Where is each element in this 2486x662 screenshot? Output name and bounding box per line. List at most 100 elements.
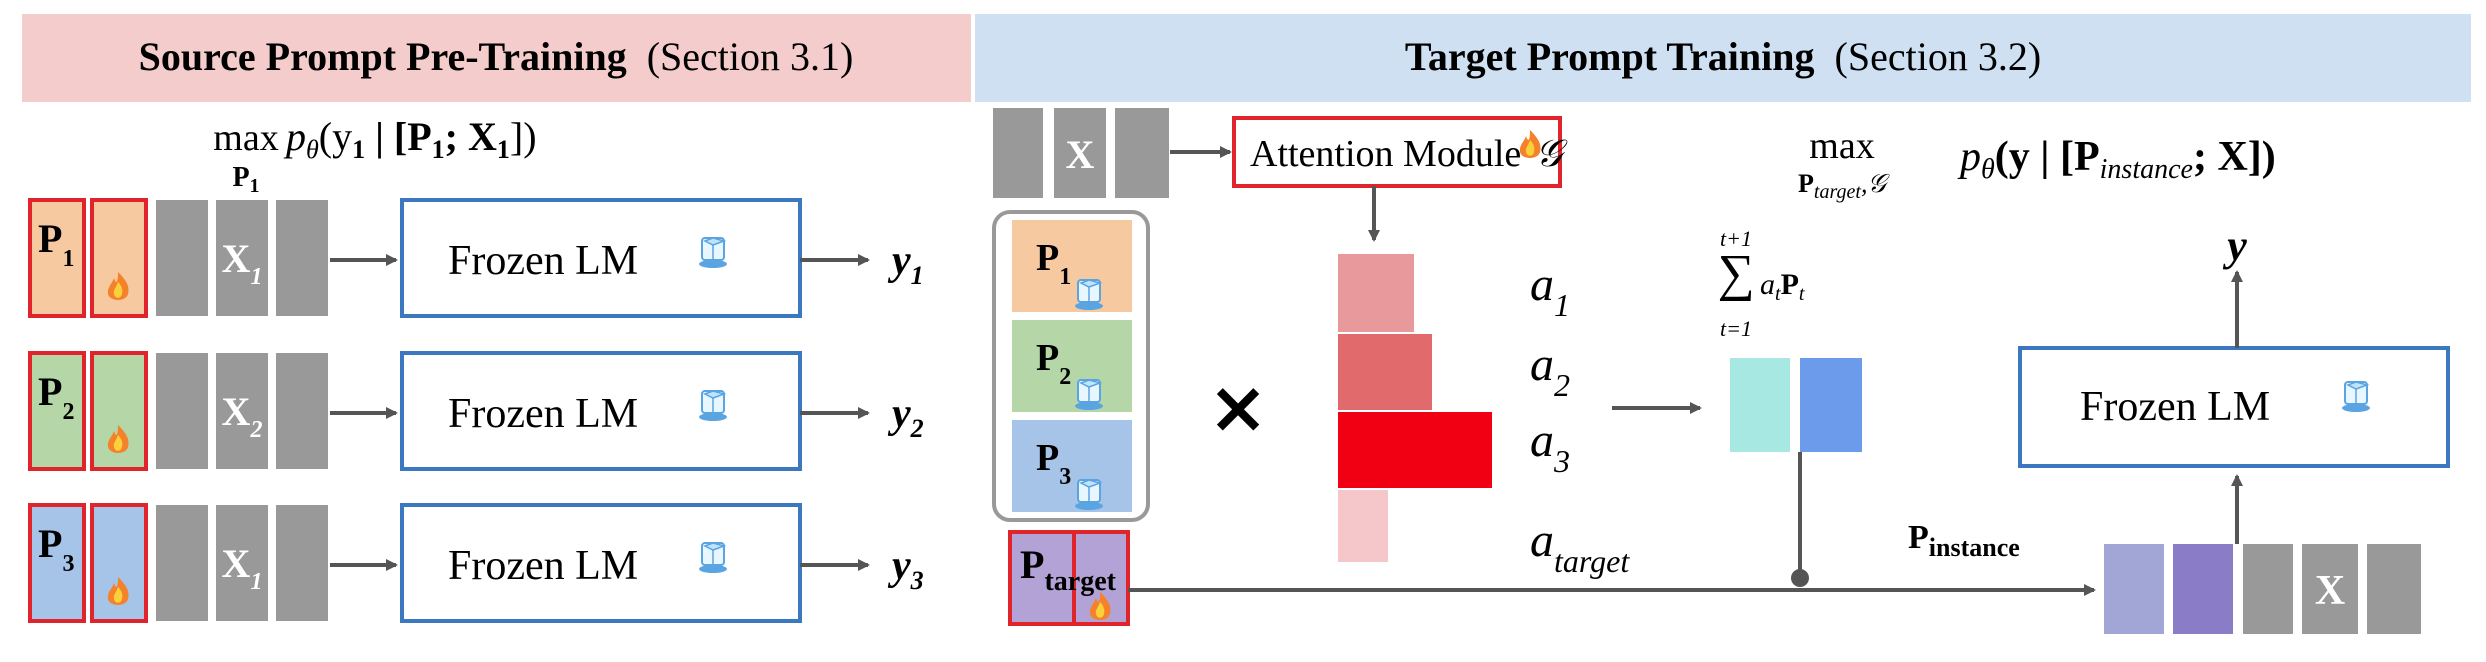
instance-prompt-block xyxy=(1730,358,1790,452)
ice-cube-icon xyxy=(1074,479,1104,511)
frozen-lm-box xyxy=(400,503,802,623)
input-token-block xyxy=(1054,108,1106,198)
stacked-prompt-block xyxy=(1012,420,1072,512)
input-token-block xyxy=(216,505,268,621)
stacked-prompt-label: P1 xyxy=(1036,237,1071,290)
left-header-bg xyxy=(22,14,971,102)
input-token-label: X1 xyxy=(222,236,263,290)
attention-weight-label: a2 xyxy=(1530,338,1570,403)
right-header-bg xyxy=(975,14,2471,102)
stacked-prompt-block xyxy=(1012,320,1072,412)
output-label: y2 xyxy=(887,391,924,443)
attention-weight-label: a3 xyxy=(1530,414,1570,479)
attention-weights: a1 a2 a3 atarget xyxy=(1530,258,1630,579)
sum-bottom: t=1 xyxy=(1720,316,1752,341)
frozen-lm-box xyxy=(400,351,802,471)
frozen-lm-label: Frozen LM xyxy=(448,238,638,284)
attention-bar xyxy=(1338,412,1492,488)
stacked-prompt: P1 xyxy=(1012,220,1132,312)
input-token-block xyxy=(216,353,268,469)
target-frozen-lm-box xyxy=(2018,346,2450,468)
input-token-block xyxy=(993,108,1043,198)
source-row: P2 X2 Frozen LM y2 xyxy=(28,351,924,471)
final-token-block xyxy=(2367,544,2421,634)
ice-cube-icon xyxy=(698,390,728,422)
multiply-sign: × xyxy=(1208,365,1268,449)
input-token-block xyxy=(156,505,208,621)
stacked-prompt: P3 xyxy=(1012,420,1132,512)
prompt-block xyxy=(28,503,86,623)
target-prompt-label: Ptarget xyxy=(1020,542,1117,597)
target-prompt: Ptarget xyxy=(1008,530,1130,626)
source-prompt-stack-items: P1 P2 P3 xyxy=(1012,220,1132,512)
left-header: Source Prompt Pre-Training (Section 3.1) xyxy=(139,34,854,79)
target-input-tokens: X xyxy=(993,108,1169,198)
prompt-label: P2 xyxy=(38,369,74,425)
attention-bar xyxy=(1338,334,1432,410)
attention-weight-label: a1 xyxy=(1530,258,1570,323)
stacked-prompt-block xyxy=(1012,220,1072,312)
stacked-prompt-label: P3 xyxy=(1036,437,1071,490)
final-token-block xyxy=(2104,544,2164,634)
input-token-block xyxy=(156,353,208,469)
output-label: y3 xyxy=(887,543,924,595)
left-objective: max P1 pθ(y1 | [P1; X1]) xyxy=(213,114,536,197)
right-header-section: (Section 3.2) xyxy=(1835,34,2042,79)
sum-expression: atPt xyxy=(1760,268,1805,305)
weighted-sum: t+1 ∑ t=1 atPt xyxy=(1717,226,1804,341)
instance-prompt-block xyxy=(1800,358,1862,452)
sum-top: t+1 xyxy=(1720,226,1752,251)
stacked-prompt-label: P2 xyxy=(1036,337,1071,390)
left-header-title: Source Prompt Pre-Training xyxy=(139,34,627,79)
junction-dot xyxy=(1791,569,1809,587)
prompt-label: P3 xyxy=(38,521,74,577)
prompt-block xyxy=(28,198,86,318)
ice-cube-icon xyxy=(2341,381,2371,413)
input-token-block xyxy=(1115,108,1169,198)
input-token-label: X xyxy=(1066,132,1095,177)
source-rows: P1 X1 Frozen LM y1 P2 X2 Frozen LM y2 P3 X1 Frozen… xyxy=(28,198,924,623)
left-header-section: (Section 3.1) xyxy=(647,34,854,79)
ice-cube-icon xyxy=(1074,279,1104,311)
input-token-block xyxy=(276,505,328,621)
target-objective-expr: pθ(y | [Pinstance; X]) xyxy=(1957,134,2276,185)
input-token-block xyxy=(216,200,268,316)
left-objective-sub: P1 xyxy=(232,162,259,197)
attention-bars xyxy=(1338,254,1492,562)
input-token-label: X2 xyxy=(222,389,263,443)
final-input-tokens: X xyxy=(2104,544,2421,634)
target-objective: max Ptarget,𝒢 pθ(y | [Pinstance; X]) xyxy=(1798,125,2276,203)
frozen-lm-label: Frozen LM xyxy=(448,391,638,437)
attention-bar xyxy=(1338,490,1388,562)
target-frozen-lm-label: Frozen LM xyxy=(2080,384,2270,430)
left-objective-expr: pθ(y1 | [P1; X1]) xyxy=(283,114,537,164)
target-prompt-block xyxy=(1008,530,1076,626)
ice-cube-icon xyxy=(698,542,728,574)
final-token-block xyxy=(2302,544,2358,634)
attention-module-box xyxy=(1232,116,1562,188)
attention-module-label: Attention Module 𝒢 xyxy=(1250,133,1568,175)
attention-bar xyxy=(1338,254,1414,332)
stacked-prompt: P2 xyxy=(1012,320,1132,412)
output-label: y1 xyxy=(887,238,924,290)
prompt-block xyxy=(28,351,86,471)
frozen-lm-label: Frozen LM xyxy=(448,543,638,589)
final-token-label: X xyxy=(2315,568,2345,614)
prompt-label: P1 xyxy=(38,216,74,272)
ice-cube-icon xyxy=(698,237,728,269)
instance-label: Pinstance xyxy=(1908,519,2020,562)
source-row: P3 X1 Frozen LM y3 xyxy=(28,503,924,623)
source-row: P1 X1 Frozen LM y1 xyxy=(28,198,924,318)
right-header: Target Prompt Training (Section 3.2) xyxy=(1405,34,2041,79)
input-token-label: X1 xyxy=(222,541,263,595)
attention-weight-label: atarget xyxy=(1530,514,1630,579)
ice-cube-icon xyxy=(1074,379,1104,411)
input-token-block xyxy=(276,353,328,469)
target-objective-max: max xyxy=(1809,125,1874,167)
final-token-block xyxy=(2243,544,2293,634)
target-output-label: y xyxy=(2222,221,2247,270)
final-token-block xyxy=(2173,544,2233,634)
sum-sign: ∑ xyxy=(1717,245,1754,302)
left-objective-max: max xyxy=(213,117,278,159)
